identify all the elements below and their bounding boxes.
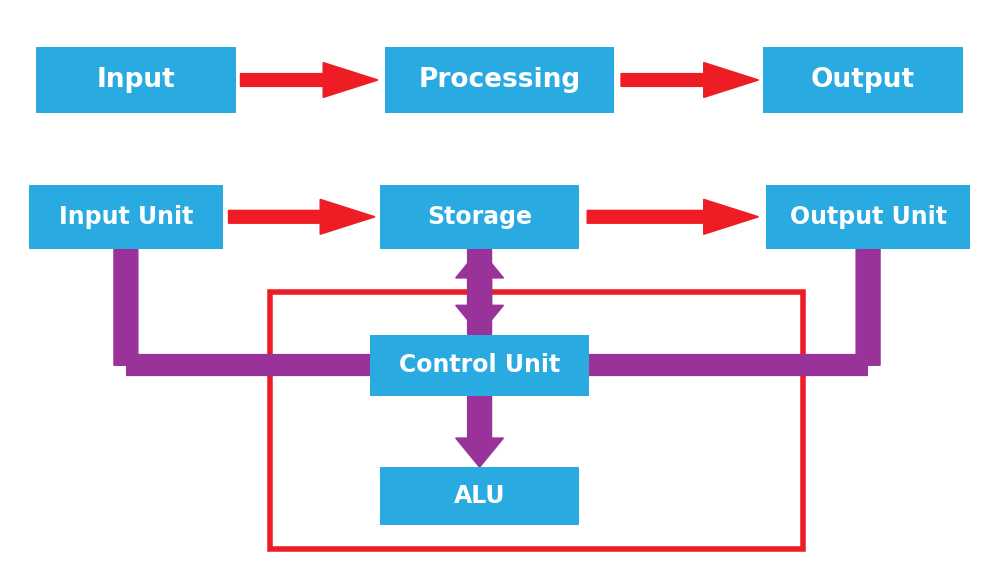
FancyArrow shape: [241, 63, 378, 98]
FancyBboxPatch shape: [385, 47, 614, 113]
Text: Control Unit: Control Unit: [399, 353, 560, 377]
FancyBboxPatch shape: [380, 467, 579, 525]
FancyBboxPatch shape: [36, 47, 236, 113]
FancyBboxPatch shape: [370, 335, 589, 396]
FancyArrow shape: [456, 396, 503, 467]
Text: Output Unit: Output Unit: [789, 205, 947, 229]
Text: ALU: ALU: [454, 484, 505, 508]
FancyBboxPatch shape: [763, 47, 963, 113]
FancyBboxPatch shape: [380, 185, 579, 249]
FancyArrow shape: [844, 217, 892, 365]
FancyBboxPatch shape: [766, 185, 970, 249]
FancyArrow shape: [456, 249, 503, 335]
FancyArrow shape: [456, 249, 503, 335]
Text: Input: Input: [97, 67, 175, 93]
FancyArrow shape: [229, 199, 375, 234]
FancyArrow shape: [102, 217, 150, 365]
Text: Processing: Processing: [419, 67, 580, 93]
Text: Input Unit: Input Unit: [59, 205, 193, 229]
FancyArrow shape: [587, 199, 758, 234]
Text: Output: Output: [811, 67, 915, 93]
Bar: [271, 292, 803, 549]
FancyBboxPatch shape: [29, 185, 223, 249]
Text: Storage: Storage: [428, 205, 532, 229]
FancyArrow shape: [621, 63, 758, 98]
